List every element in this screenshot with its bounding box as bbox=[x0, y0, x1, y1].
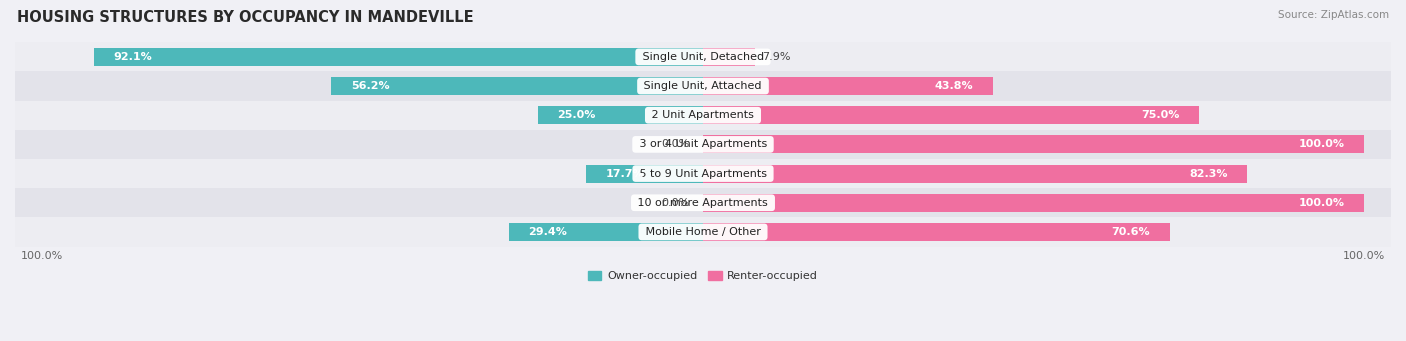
Bar bbox=[703, 106, 1199, 124]
Text: Single Unit, Detached: Single Unit, Detached bbox=[638, 52, 768, 62]
Text: Source: ZipAtlas.com: Source: ZipAtlas.com bbox=[1278, 10, 1389, 20]
Text: 2 Unit Apartments: 2 Unit Apartments bbox=[648, 110, 758, 120]
Bar bbox=[0, 101, 1406, 130]
Bar bbox=[0, 217, 1406, 247]
Bar bbox=[703, 223, 1170, 241]
Bar bbox=[332, 77, 703, 95]
Text: 56.2%: 56.2% bbox=[352, 81, 389, 91]
Legend: Owner-occupied, Renter-occupied: Owner-occupied, Renter-occupied bbox=[583, 267, 823, 286]
Bar bbox=[0, 159, 1406, 188]
Text: HOUSING STRUCTURES BY OCCUPANCY IN MANDEVILLE: HOUSING STRUCTURES BY OCCUPANCY IN MANDE… bbox=[17, 10, 474, 25]
Text: 25.0%: 25.0% bbox=[558, 110, 596, 120]
Bar bbox=[703, 164, 1247, 183]
Bar bbox=[703, 194, 1364, 212]
Text: Mobile Home / Other: Mobile Home / Other bbox=[641, 227, 765, 237]
Text: 92.1%: 92.1% bbox=[114, 52, 152, 62]
Bar bbox=[0, 42, 1406, 72]
Text: 3 or 4 Unit Apartments: 3 or 4 Unit Apartments bbox=[636, 139, 770, 149]
Bar bbox=[703, 77, 993, 95]
Bar bbox=[586, 164, 703, 183]
Text: Single Unit, Attached: Single Unit, Attached bbox=[641, 81, 765, 91]
Bar bbox=[0, 72, 1406, 101]
Bar bbox=[537, 106, 703, 124]
Text: 10 or more Apartments: 10 or more Apartments bbox=[634, 198, 772, 208]
Text: 82.3%: 82.3% bbox=[1189, 168, 1227, 179]
Text: 17.7%: 17.7% bbox=[606, 168, 644, 179]
Bar bbox=[703, 135, 1364, 153]
Text: 100.0%: 100.0% bbox=[1299, 139, 1344, 149]
Text: 7.9%: 7.9% bbox=[762, 52, 790, 62]
Text: 100.0%: 100.0% bbox=[1299, 198, 1344, 208]
Text: 0.0%: 0.0% bbox=[661, 139, 690, 149]
Text: 29.4%: 29.4% bbox=[529, 227, 567, 237]
Text: 5 to 9 Unit Apartments: 5 to 9 Unit Apartments bbox=[636, 168, 770, 179]
Text: 75.0%: 75.0% bbox=[1140, 110, 1180, 120]
Bar bbox=[509, 223, 703, 241]
Bar bbox=[0, 130, 1406, 159]
Text: 0.0%: 0.0% bbox=[661, 198, 690, 208]
Text: 43.8%: 43.8% bbox=[934, 81, 973, 91]
Bar bbox=[94, 48, 703, 66]
Bar bbox=[703, 48, 755, 66]
Bar bbox=[0, 188, 1406, 217]
Text: 70.6%: 70.6% bbox=[1112, 227, 1150, 237]
